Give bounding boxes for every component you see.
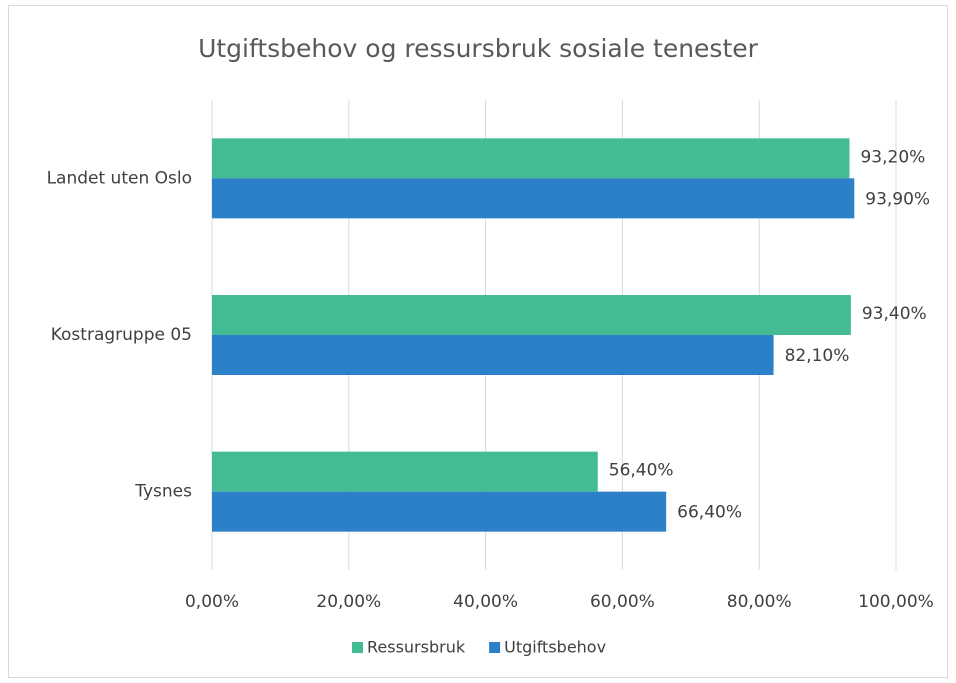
bar — [212, 138, 850, 179]
y-tick-label: Tysnes — [134, 482, 192, 502]
x-tick-label: 80,00% — [727, 592, 792, 612]
y-tick-label: Kostragruppe 05 — [51, 325, 192, 345]
x-tick-label: 40,00% — [453, 592, 518, 612]
x-tick-label: 20,00% — [316, 592, 381, 612]
legend-swatch — [352, 642, 363, 653]
value-label: 93,90% — [865, 189, 930, 209]
bar — [212, 491, 667, 532]
bar — [212, 178, 855, 219]
legend-label: Utgiftsbehov — [504, 638, 606, 657]
value-label: 93,40% — [862, 304, 927, 324]
value-label: 93,20% — [860, 147, 925, 167]
bar — [212, 295, 851, 335]
legend-label: Ressursbruk — [367, 638, 466, 657]
legend-swatch — [489, 642, 501, 653]
x-tick-label: 60,00% — [590, 592, 655, 612]
value-label: 66,40% — [677, 503, 742, 523]
bar — [212, 335, 774, 375]
y-tick-label: Landet uten Oslo — [47, 168, 192, 188]
x-tick-label: 0,00% — [185, 592, 239, 612]
value-label: 56,40% — [609, 461, 674, 481]
value-label: 82,10% — [785, 346, 850, 366]
chart-title: Utgiftsbehov og ressursbruk sosiale tene… — [198, 34, 759, 63]
bar — [212, 451, 598, 492]
x-tick-label: 100,00% — [858, 592, 934, 612]
